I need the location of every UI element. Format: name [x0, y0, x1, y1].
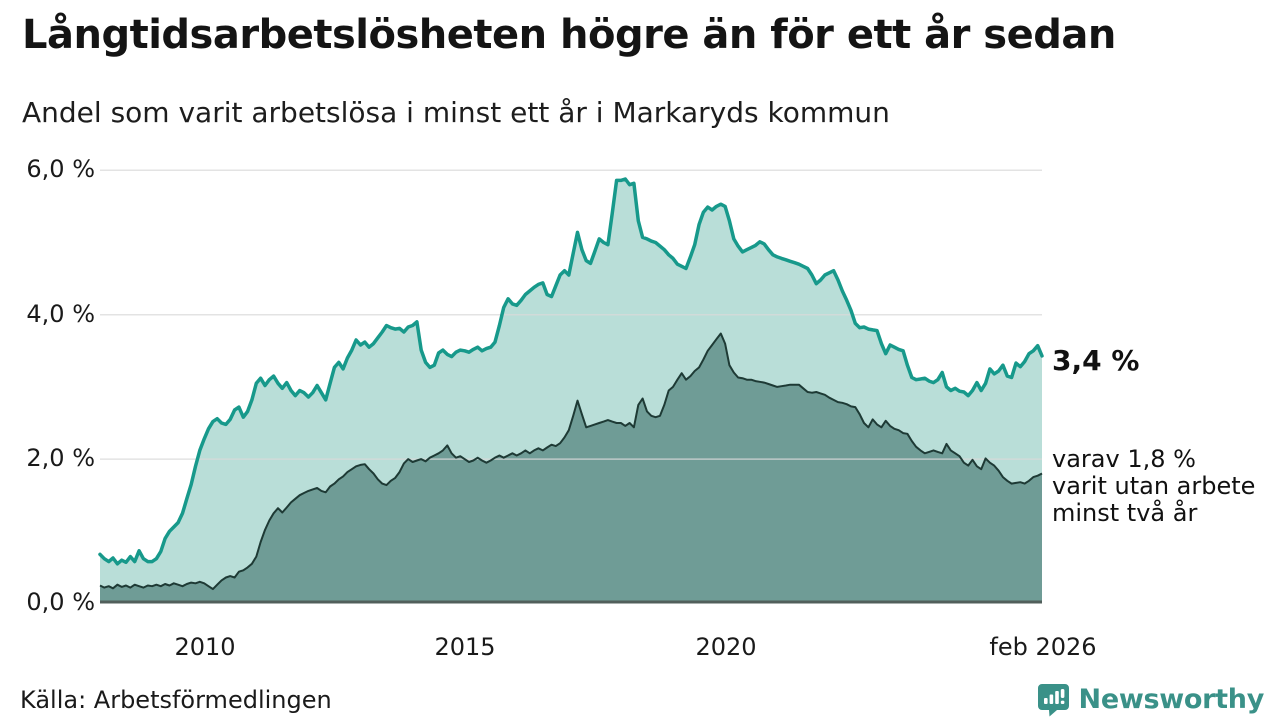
x-axis-tick-2020: 2020: [695, 633, 757, 661]
newsworthy-logo-text: Newsworthy: [1078, 684, 1265, 715]
latest-value-label: 3,4 %: [1052, 344, 1140, 377]
x-axis-tick-2015: 2015: [434, 633, 496, 661]
x-axis-tick-2010: 2010: [174, 633, 236, 661]
x-axis-tick-feb-2026: feb 2026: [989, 633, 1097, 661]
secondary-annotation-line1: varav 1,8 %: [1052, 445, 1196, 473]
newsworthy-logo-icon: [1036, 682, 1071, 717]
y-axis-tick-0: 0,0 %: [26, 588, 95, 616]
y-axis-tick-6: 6,0 %: [26, 155, 95, 183]
secondary-annotation-line3: minst två år: [1052, 499, 1198, 527]
y-axis-tick-4: 4,0 %: [26, 300, 95, 328]
page-title: Långtidsarbetslösheten högre än för ett …: [22, 12, 1116, 58]
source-attribution: Källa: Arbetsförmedlingen: [20, 686, 332, 714]
chart-subtitle: Andel som varit arbetslösa i minst ett å…: [22, 96, 890, 129]
secondary-annotation-line2: varit utan arbete: [1052, 472, 1256, 500]
y-axis-tick-2: 2,0 %: [26, 444, 95, 472]
secondary-value-annotation: varav 1,8 % varit utan arbete minst två …: [1052, 446, 1278, 527]
newsworthy-logo[interactable]: Newsworthy: [1036, 682, 1264, 717]
